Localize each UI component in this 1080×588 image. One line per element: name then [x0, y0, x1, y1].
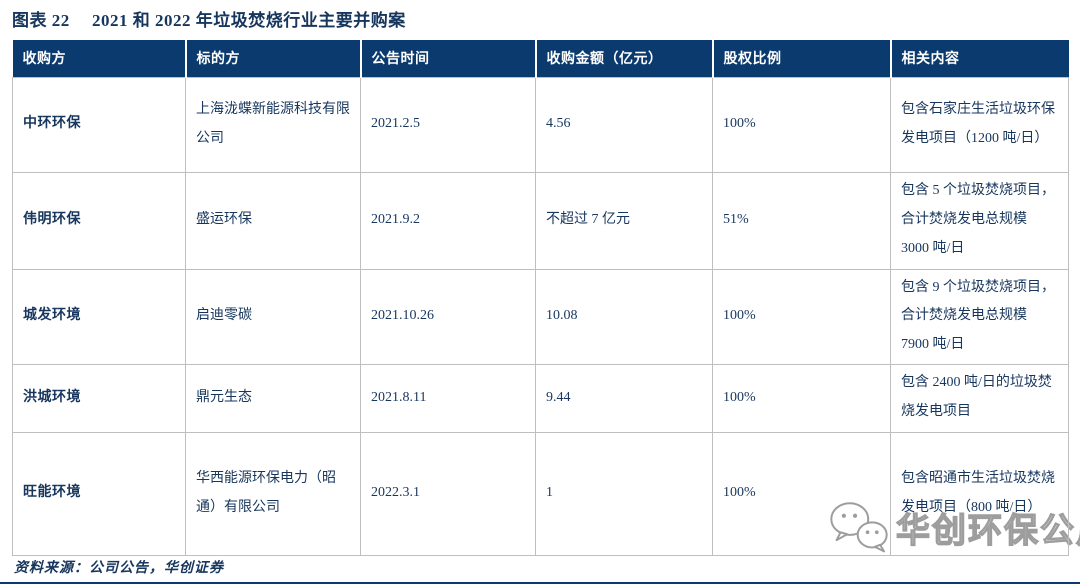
source-note: 资料来源：公司公告，华创证券: [14, 561, 224, 576]
cell-details: 包含石家庄生活垃圾环保发电项目（1200 吨/日）: [890, 76, 1069, 173]
header-cell-target: 标的方: [185, 40, 362, 77]
cell-details: 包含 2400 吨/日的垃圾焚烧发电项目: [890, 363, 1069, 433]
cell-acquirer: 洪城环境: [12, 363, 186, 433]
cell-details: 包含昭通市生活垃圾焚烧发电项目（800 吨/日）: [890, 431, 1069, 556]
cell-amount: 1: [535, 431, 713, 556]
table-row: 洪城环境 鼎元生态 2021.8.11 9.44 100% 包含 2400 吨/…: [12, 363, 1069, 433]
cell-announce-date: 2022.3.1: [360, 431, 536, 556]
table-row: 中环环保 上海泷蝶新能源科技有限公司 2021.2.5 4.56 100% 包含…: [12, 76, 1069, 173]
table-row: 伟明环保 盛运环保 2021.9.2 不超过 7 亿元 51% 包含 5 个垃圾…: [12, 171, 1069, 270]
header-cell-amount: 收购金额（亿元）: [535, 40, 714, 77]
header-cell-acquirer: 收购方: [12, 40, 187, 77]
cell-announce-date: 2021.8.11: [360, 363, 536, 433]
bottom-divider: [0, 582, 1080, 584]
cell-target: 上海泷蝶新能源科技有限公司: [185, 76, 361, 173]
cell-announce-date: 2021.10.26: [360, 268, 536, 365]
table-row: 城发环境 启迪零碳 2021.10.26 10.08 100% 包含 9 个垃圾…: [12, 268, 1069, 365]
cell-amount: 10.08: [535, 268, 713, 365]
cell-acquirer: 旺能环境: [12, 431, 186, 556]
cell-amount: 不超过 7 亿元: [535, 171, 713, 270]
header-cell-details: 相关内容: [890, 40, 1069, 77]
cell-amount: 9.44: [535, 363, 713, 433]
cell-equity-ratio: 51%: [712, 171, 891, 270]
table-row: 旺能环境 华西能源环保电力（昭通）有限公司 2022.3.1 1 100% 包含…: [12, 431, 1069, 556]
cell-target: 华西能源环保电力（昭通）有限公司: [185, 431, 361, 556]
cell-target: 启迪零碳: [185, 268, 361, 365]
cell-acquirer: 伟明环保: [12, 171, 186, 270]
cell-target: 盛运环保: [185, 171, 361, 270]
cell-equity-ratio: 100%: [712, 76, 891, 173]
cell-equity-ratio: 100%: [712, 431, 891, 556]
cell-equity-ratio: 100%: [712, 363, 891, 433]
table-header-row: 收购方 标的方 公告时间 收购金额（亿元） 股权比例 相关内容: [12, 40, 1069, 77]
cell-announce-date: 2021.2.5: [360, 76, 536, 173]
cell-announce-date: 2021.9.2: [360, 171, 536, 270]
header-cell-equity-ratio: 股权比例: [712, 40, 892, 77]
header-cell-announce-date: 公告时间: [360, 40, 537, 77]
cell-details: 包含 5 个垃圾焚烧项目，合计焚烧发电总规模 3000 吨/日: [890, 171, 1069, 270]
cell-acquirer: 中环环保: [12, 76, 186, 173]
figure-title: 图表 22 2021 和 2022 年垃圾焚烧行业主要并购案: [12, 11, 406, 30]
cell-target: 鼎元生态: [185, 363, 361, 433]
cell-acquirer: 城发环境: [12, 268, 186, 365]
cell-details: 包含 9 个垃圾焚烧项目，合计焚烧发电总规模 7900 吨/日: [890, 268, 1069, 365]
ma-table: 收购方 标的方 公告时间 收购金额（亿元） 股权比例 相关内容 中环环保 上海泷…: [12, 40, 1069, 556]
cell-amount: 4.56: [535, 76, 713, 173]
cell-equity-ratio: 100%: [712, 268, 891, 365]
